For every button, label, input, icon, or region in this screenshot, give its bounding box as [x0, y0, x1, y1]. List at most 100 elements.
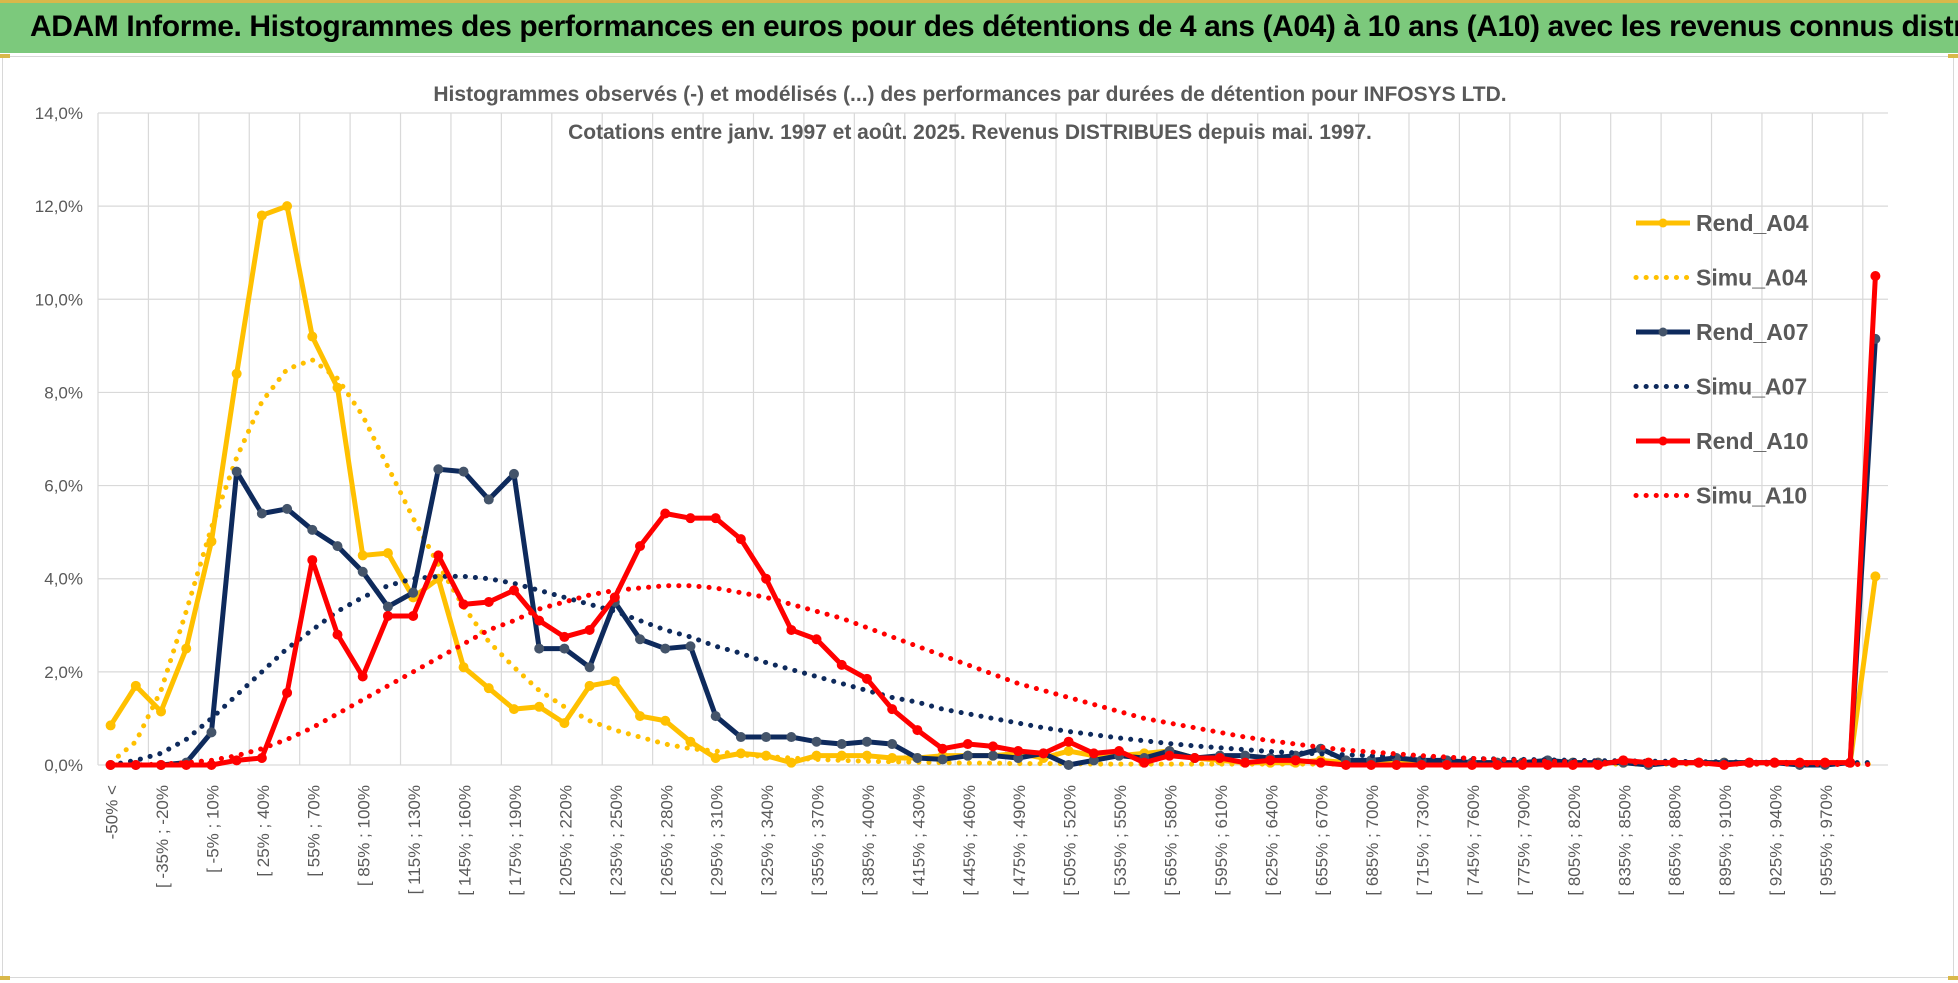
data-point-rend-a04 [836, 750, 847, 761]
data-point-rend-a07 [861, 736, 872, 747]
y-axis-ticks: 0,0% 2,0% 4,0% 6,0% 8,0% 10,0% 12,0% 14,0% [35, 104, 83, 775]
x-tick-label: [ 505% ; 520% [1061, 785, 1080, 896]
report-title: ADAM Informe. Histogrammes des performan… [30, 10, 1958, 43]
data-point-rend-a10 [861, 673, 872, 684]
data-point-rend-a07 [660, 643, 671, 654]
legend-label-simu-a07: Simu_A07 [1696, 374, 1807, 400]
legend-marker-rend-a10 [1658, 436, 1668, 446]
series-line-simu-a04 [108, 357, 1878, 767]
x-tick-label: [ 235% ; 250% [607, 785, 626, 896]
y-tick-label: 8,0% [44, 383, 83, 402]
x-tick-label: [ 115% ; 130% [405, 785, 424, 894]
data-point-rend-a07 [282, 503, 293, 514]
data-point-rend-a07 [408, 587, 419, 598]
x-tick-label: [ 535% ; 550% [1111, 785, 1130, 896]
data-point-rend-a10 [1189, 753, 1200, 764]
x-tick-label: [ 415% ; 430% [909, 785, 928, 896]
data-point-rend-a04 [685, 736, 696, 747]
x-tick-label: [ 745% ; 760% [1464, 785, 1483, 896]
data-point-rend-a10 [962, 739, 973, 750]
data-point-rend-a10 [1416, 760, 1427, 770]
x-tick-label: [ 655% ; 670% [1313, 785, 1332, 896]
data-point-rend-a07 [458, 466, 469, 477]
data-point-rend-a10 [1063, 736, 1074, 747]
data-point-rend-a10 [282, 687, 293, 698]
data-point-rend-a07 [508, 468, 519, 479]
legend-label-rend-a04: Rend_A04 [1696, 210, 1809, 236]
x-tick-label: [ 385% ; 400% [859, 785, 878, 896]
x-tick-label: [ 325% ; 340% [758, 785, 777, 896]
data-point-rend-a04 [483, 683, 494, 694]
data-point-rend-a10 [836, 659, 847, 670]
data-point-rend-a10 [483, 597, 494, 607]
y-tick-label: 14,0% [35, 104, 83, 123]
data-point-rend-a04 [256, 210, 267, 221]
x-tick-label: [ 925% ; 940% [1767, 785, 1786, 896]
data-point-rend-a07 [584, 662, 595, 673]
x-tick-label: [ 475% ; 490% [1010, 785, 1029, 896]
data-point-rend-a07 [332, 541, 343, 552]
x-tick-label: [ 835% ; 850% [1615, 785, 1634, 896]
data-point-rend-a10 [1290, 755, 1301, 766]
data-point-rend-a10 [1870, 271, 1881, 281]
data-point-rend-a10 [988, 741, 998, 752]
data-point-rend-a07 [962, 750, 973, 761]
legend-label-rend-a10: Rend_A10 [1696, 428, 1808, 454]
x-tick-label: [ 445% ; 460% [960, 785, 979, 896]
data-point-rend-a04 [609, 676, 620, 687]
data-point-rend-a10 [937, 743, 948, 754]
data-point-rend-a07 [988, 750, 998, 761]
x-tick-label: [ 805% ; 820% [1565, 785, 1584, 896]
x-tick-label: [ 685% ; 700% [1363, 785, 1382, 896]
data-point-rend-a04 [861, 750, 872, 761]
data-point-rend-a10 [534, 615, 545, 626]
data-point-rend-a07 [1063, 760, 1074, 770]
data-point-rend-a07 [761, 732, 772, 743]
data-point-rend-a10 [811, 634, 822, 645]
data-point-rend-a10 [1088, 748, 1099, 759]
data-point-rend-a04 [357, 550, 368, 561]
data-point-rend-a07 [483, 494, 494, 505]
data-point-rend-a04 [206, 536, 217, 547]
data-point-rend-a10 [1441, 760, 1452, 770]
data-point-rend-a07 [735, 732, 746, 743]
legend-marker-rend-a04 [1658, 218, 1668, 228]
data-point-rend-a10 [1013, 746, 1024, 757]
data-point-rend-a10 [1366, 760, 1377, 770]
corner-mark-br [1948, 976, 1958, 980]
data-point-rend-a10 [256, 753, 267, 764]
legend-label-simu-a04: Simu_A04 [1696, 265, 1807, 291]
data-point-rend-a10 [912, 725, 923, 736]
data-point-rend-a07 [357, 566, 368, 577]
chart-title: Histogrammes observés (-) et modélisés (… [433, 83, 1506, 106]
data-point-rend-a07 [786, 732, 797, 743]
data-point-rend-a04 [130, 680, 141, 691]
data-point-rend-a10 [433, 550, 444, 561]
y-tick-label: 10,0% [35, 290, 83, 309]
data-point-rend-a10 [609, 592, 620, 603]
data-point-rend-a04 [508, 704, 519, 715]
x-tick-label: [ 895% ; 910% [1716, 785, 1735, 896]
x-tick-label: [ 865% ; 880% [1666, 785, 1685, 896]
data-point-rend-a07 [433, 464, 444, 475]
y-tick-label: 2,0% [44, 663, 83, 682]
x-axis-ticks: -50% < [ -35% ; -20% [ -5% ; 10% [ 25% ; 40… [103, 785, 1836, 896]
legend-label-simu-a10: Simu_A10 [1696, 483, 1807, 509]
data-point-rend-a04 [660, 715, 671, 726]
y-tick-label: 0,0% [44, 756, 83, 775]
chart-frame [2, 56, 1954, 978]
data-point-rend-a10 [1038, 748, 1049, 759]
data-point-rend-a07 [887, 739, 898, 750]
series-line-simu-a10 [108, 583, 1878, 768]
data-point-rend-a07 [231, 466, 242, 477]
data-point-rend-a10 [710, 513, 721, 524]
corner-mark-bl [0, 976, 10, 980]
data-point-rend-a10 [1467, 760, 1478, 770]
data-point-rend-a10 [584, 624, 595, 635]
data-point-rend-a10 [332, 629, 343, 640]
data-point-rend-a07 [685, 641, 696, 652]
y-tick-label: 12,0% [35, 197, 83, 216]
chart-series [105, 201, 1881, 770]
data-point-rend-a04 [105, 720, 116, 731]
data-point-rend-a10 [761, 573, 772, 584]
